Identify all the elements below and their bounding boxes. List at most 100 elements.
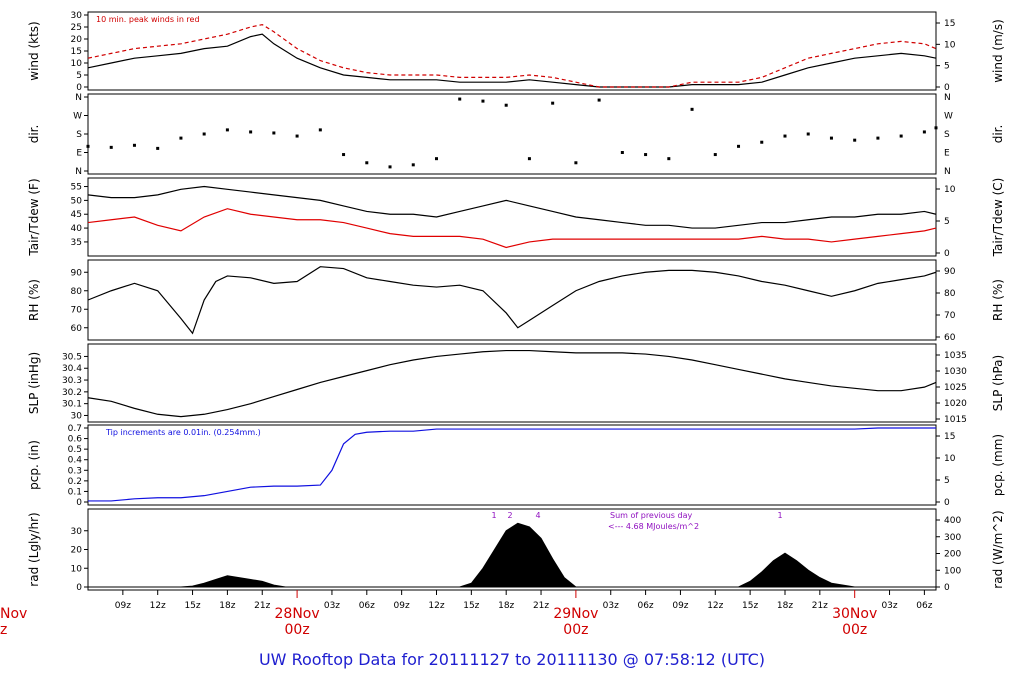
- y-axis-label-right: Tair/Tdew (C): [991, 178, 1005, 258]
- y-tick-label: 0: [76, 83, 82, 93]
- y-tick-label-right: 0: [944, 583, 950, 593]
- panel-rh: 60 70 80 90 60 70 80 90 RH (%) RH (%): [27, 259, 1005, 343]
- y-tick-label: 0.2: [68, 477, 82, 487]
- x-tick-label: 03z: [324, 601, 340, 611]
- rad-peak-marker: 1: [491, 511, 496, 520]
- x-tick-label: 06z: [359, 601, 375, 611]
- y-tick-label: 30.4: [62, 364, 82, 374]
- panel-annotation: 10 min. peak winds in red: [96, 15, 200, 24]
- y-tick-label-right: 300: [944, 533, 961, 543]
- x-tick-label: 03z: [881, 601, 897, 611]
- dir-point: [434, 157, 438, 161]
- dir-point: [272, 131, 276, 135]
- y-tick-label: 10: [71, 564, 83, 574]
- panel-wind: 0 5 10 15 20 25 30 0 5 10 15 wind (kts) wind (m/s) 10…: [27, 11, 1005, 93]
- y-tick-label-right: 70: [944, 311, 956, 321]
- dir-point: [713, 153, 717, 157]
- y-axis-label-right: rad (W/m^2): [991, 510, 1005, 588]
- y-tick-label-right: 5: [944, 62, 950, 72]
- y-tick-label: 70: [71, 305, 83, 315]
- y-tick-label: 25: [71, 23, 82, 33]
- y-tick-label: 0: [76, 583, 82, 593]
- y-tick-label-right: 10: [944, 454, 956, 464]
- date-label: 30Nov: [832, 606, 877, 622]
- y-axis-label-right: wind (m/s): [991, 19, 1005, 83]
- x-tick-label: 15z: [742, 601, 758, 611]
- x-tick-label: 06z: [637, 601, 653, 611]
- dir-point: [551, 101, 555, 105]
- x-tick-label: 21z: [812, 601, 828, 611]
- dir-point: [109, 145, 113, 149]
- dir-point: [458, 97, 462, 101]
- dir-point: [934, 126, 938, 130]
- y-tick-label: 90: [71, 268, 83, 278]
- dir-point: [202, 132, 206, 136]
- dir-point: [411, 163, 415, 167]
- y-tick-label: 55: [71, 183, 82, 193]
- y-tick-label-right: 200: [944, 550, 961, 560]
- panel-frame: [87, 424, 937, 506]
- dir-point: [876, 136, 880, 140]
- y-tick-label-right: 1020: [944, 399, 967, 409]
- dir-point: [597, 98, 601, 102]
- y-tick-label: 15: [71, 47, 82, 57]
- x-tick-label: 18z: [219, 601, 235, 611]
- y-tick-label: 30.5: [62, 352, 82, 362]
- y-tick-label: 0.5: [68, 445, 82, 455]
- chart-footer-title: UW Rooftop Data for 20111127 to 20111130…: [258, 650, 766, 669]
- x-tick-label: 12z: [707, 601, 723, 611]
- y-tick-label-right: 80: [944, 289, 956, 299]
- date-label: 29Nov: [553, 606, 598, 622]
- series-line-temp-0: [87, 185, 937, 229]
- y-tick-label: 0: [76, 498, 82, 508]
- y-axis-label-right: pcp. (mm): [991, 434, 1005, 496]
- x-axis: 09z 12z 15z 18z 21z 03z 06z 09z 12z 15z 18z 21z 03z 0…: [0, 590, 933, 638]
- series-line-pcp-0: [88, 427, 936, 502]
- y-tick-label: 0.7: [68, 424, 82, 434]
- y-tick-label-right: 15: [944, 19, 955, 29]
- rad-peak-marker: 4: [535, 511, 540, 520]
- dir-point: [156, 146, 160, 150]
- y-tick-label: 0.3: [68, 466, 82, 476]
- y-tick-label: 5: [76, 71, 82, 81]
- x-tick-label: 18z: [498, 601, 514, 611]
- x-tick-label: 12z: [150, 601, 166, 611]
- y-tick-label-right: N: [944, 167, 951, 177]
- x-tick-label: 06z: [916, 601, 932, 611]
- y-tick-label: W: [73, 112, 82, 122]
- dir-point: [667, 157, 671, 161]
- y-tick-label-right: 0: [944, 249, 950, 259]
- y-tick-label-right: 100: [944, 566, 961, 576]
- y-tick-label-right: 0: [944, 83, 950, 93]
- series-line-slp-0: [87, 349, 937, 418]
- y-tick-label: N: [75, 167, 82, 177]
- date-label: 28Nov: [275, 606, 320, 622]
- dir-point: [342, 153, 346, 157]
- x-tick-label: 21z: [533, 601, 549, 611]
- dir-point: [806, 132, 810, 136]
- y-tick-label: 30.2: [62, 388, 82, 398]
- y-tick-label: 60: [71, 324, 83, 334]
- dir-point: [225, 128, 229, 132]
- y-tick-label-right: 10: [944, 40, 956, 50]
- y-tick-label: S: [76, 130, 82, 140]
- y-tick-label-right: 400: [944, 516, 961, 526]
- rad-annotation-2: <--- 4.68 MJoules/m^2: [608, 522, 699, 531]
- dir-point: [527, 157, 531, 161]
- y-tick-label: 80: [71, 287, 83, 297]
- x-tick-label: 15z: [184, 601, 200, 611]
- dir-point: [829, 136, 833, 140]
- x-tick-label: 09z: [672, 601, 688, 611]
- series-line-temp-1: [87, 208, 937, 249]
- y-tick-label-right: S: [944, 130, 950, 140]
- date-hour-label-clipped: z: [0, 622, 7, 638]
- y-tick-label-right: E: [944, 149, 950, 159]
- series-line-wind-1: [87, 23, 937, 88]
- y-axis-label: RH (%): [27, 279, 41, 321]
- dir-point: [318, 128, 322, 132]
- y-tick-label: 0.1: [68, 487, 82, 497]
